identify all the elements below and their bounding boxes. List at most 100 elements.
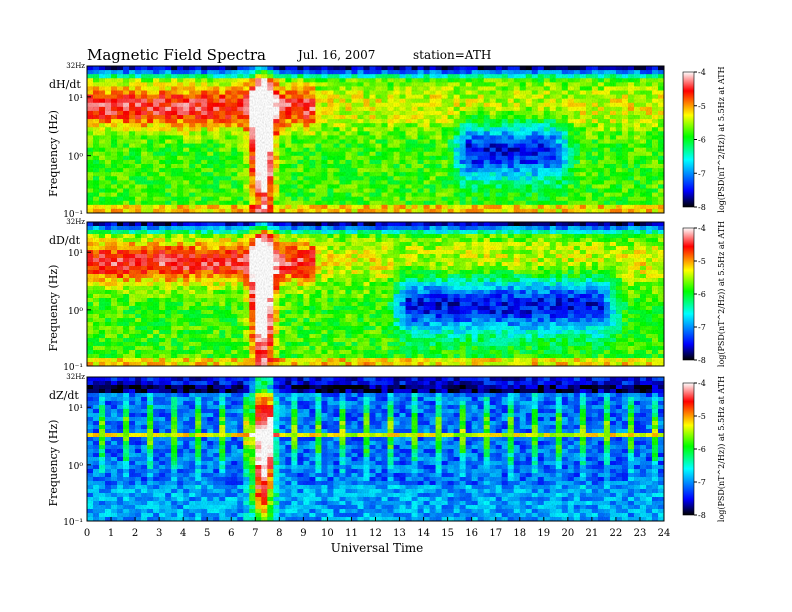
spectrogram-cell [531,188,539,193]
spectrogram-cell [207,82,214,87]
spectrogram-cell [309,70,316,75]
spectrogram-cell [519,102,527,108]
spectrogram-cell [573,143,581,149]
spectrogram-cell [195,94,202,100]
spectrogram-cell [183,230,190,235]
spectrogram-cell [135,358,142,363]
spectrogram-cell [381,139,388,144]
spectrogram-cell [381,119,388,124]
spectrogram-cell [537,168,545,173]
spectrogram-cell [621,78,629,83]
spectrogram-cell [537,106,545,112]
spectrogram-cell [249,135,256,140]
spectrogram-cell [255,102,262,108]
spectrogram-cell [213,318,220,323]
spectrogram-cell [249,159,256,165]
spectrogram-cell [123,147,130,153]
spectrogram-cell [249,70,256,75]
spectrogram-cell [117,155,124,161]
spectrogram-cell [105,342,112,347]
spectrogram-cell [195,334,202,339]
spectrogram-cell [321,346,328,351]
spectrogram-cell [591,172,599,177]
spectrogram-cell [87,342,94,347]
spectrogram-cell [315,94,322,100]
spectrogram-cell [573,159,581,165]
spectrogram-cell [609,123,617,128]
spectrogram-cell [591,119,599,124]
spectrogram-cell [213,242,220,247]
spectrogram-cell [255,346,262,351]
spectrogram-cell [291,184,298,189]
spectrogram-cell [279,242,286,247]
spectrogram-cell [243,74,250,79]
spectrogram-cell [189,184,196,189]
spectrogram-cell [117,123,124,128]
spectrogram-cell [375,86,382,91]
spectrogram-cell [555,110,563,116]
spectrogram-cell [597,102,605,108]
spectrogram-cell [243,334,250,339]
spectrogram-cell [285,151,292,157]
spectrogram-cell [105,204,112,210]
spectrogram-cell [477,168,485,173]
spectrogram-cell [195,66,202,71]
spectrogram-cell [273,278,280,283]
spectrogram-cell [243,110,250,116]
spectrogram-cell [273,196,280,202]
spectrogram-cell [621,204,629,210]
spectrogram-cell [123,143,130,149]
spectrogram-cell [105,250,112,255]
spectrogram-cell [249,254,256,259]
spectrogram-cell [171,127,178,132]
spectrogram-cell [519,188,527,193]
spectrogram-cell [621,147,629,153]
spectrogram-cell [201,246,208,251]
spectrogram-cell [111,164,118,169]
spectrogram-cell [603,78,611,83]
spectrogram-cell [495,66,503,71]
spectrogram-cell [99,286,106,291]
spectrogram-cell [537,147,545,153]
spectrogram-cell [345,86,352,91]
spectrogram-cell [213,151,220,157]
spectrogram-cell [345,176,352,181]
spectrogram-cell [609,184,617,189]
spectrogram-cell [309,139,316,144]
spectrogram-cell [297,302,304,307]
spectrogram-cell [123,258,130,263]
spectrogram-cell [225,180,232,185]
spectrogram-cell [573,98,581,104]
spectrogram-cell [297,294,304,299]
spectrogram-cell [171,274,178,279]
spectrogram-cell [237,242,244,247]
spectrogram-cell [477,106,485,112]
spectrogram-cell [231,354,238,359]
spectrogram-cell [387,106,394,112]
spectrogram-cell [561,196,569,202]
spectrogram-cell [261,302,268,307]
spectrogram-cell [651,123,659,128]
spectrogram-cell [219,66,226,71]
spectrogram-cell [585,74,593,79]
spectrogram-cell [309,294,316,299]
spectrogram-cell [315,168,322,173]
spectrogram-cell [219,306,226,311]
spectrogram-cell [285,196,292,202]
spectrogram-cell [333,310,340,315]
spectrogram-cell [117,127,124,132]
spectrogram-cell [537,98,545,104]
spectrogram-cell [183,184,190,189]
spectrogram-cell [489,106,497,112]
spectrogram-cell [621,208,629,214]
spectrogram-cell [177,286,184,291]
spectrogram-cell [573,74,581,79]
spectrogram-cell [555,139,563,144]
spectrogram-cell [165,131,172,136]
spectrogram-cell [243,86,250,91]
spectrogram-cell [105,262,112,267]
spectrogram-cell [405,135,412,140]
spectrogram-cell [93,358,100,363]
spectrogram-cell [117,74,124,79]
spectrogram-cell [495,94,503,100]
